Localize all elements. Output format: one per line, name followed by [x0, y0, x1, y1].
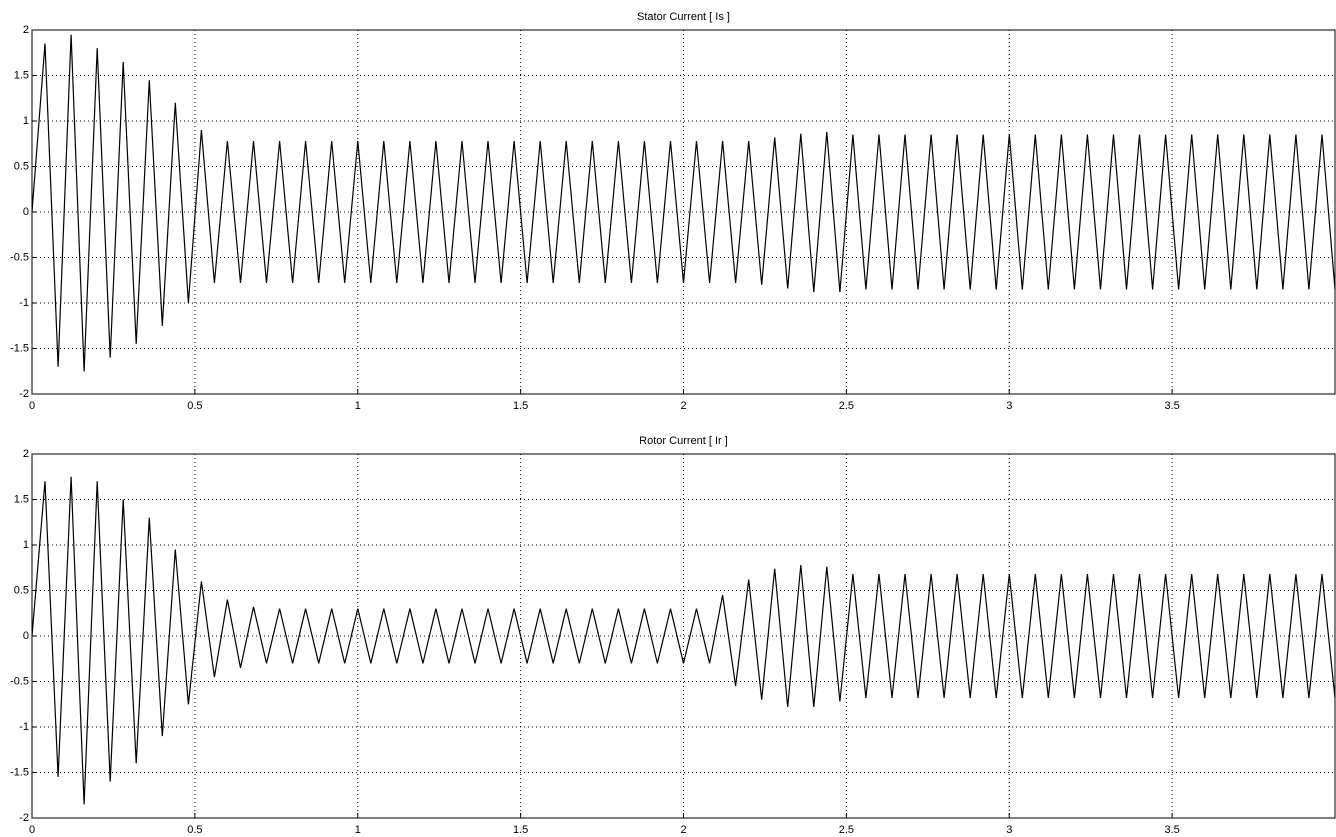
y-tick-label: -1: [19, 297, 29, 309]
x-tick-label: 1: [355, 824, 361, 836]
chart-title: Stator Current [ Is ]: [637, 11, 730, 23]
y-tick-label: -1: [19, 721, 29, 733]
axes-frame: [31, 29, 1336, 395]
x-tick-label: 1.5: [513, 824, 528, 836]
y-tick-label: -2: [19, 388, 29, 400]
x-tick-label: 1: [355, 400, 361, 412]
y-tick-label: 1.5: [14, 69, 29, 81]
y-tick-label: 0.5: [14, 160, 29, 172]
y-tick-label: -0.5: [10, 675, 29, 687]
signal-line: [31, 476, 1336, 805]
x-tick-label: 1.5: [513, 400, 528, 412]
plot-area: [32, 30, 1335, 394]
y-tick-label: 0: [23, 630, 29, 642]
x-tick-label: 3.5: [1164, 400, 1179, 412]
signal-line: [31, 34, 1336, 372]
x-tick-label: 2: [680, 400, 686, 412]
x-tick-label: 3: [1006, 824, 1012, 836]
y-tick-label: -1.5: [10, 342, 29, 354]
y-tick-label: -0.5: [10, 251, 29, 263]
x-tick-label: 2.5: [839, 824, 854, 836]
plot-area: [32, 454, 1335, 818]
x-tick-label: 0.5: [187, 400, 202, 412]
y-tick-label: 2: [23, 24, 29, 36]
y-tick-label: 1.5: [14, 493, 29, 505]
chart-title: Rotor Current [ Ir ]: [639, 435, 728, 447]
y-tick-label: -2: [19, 812, 29, 824]
x-tick-label: 0: [29, 824, 35, 836]
x-tick-label: 3: [1006, 400, 1012, 412]
y-tick-label: 2: [23, 448, 29, 460]
axes-frame: [31, 453, 1336, 819]
y-tick-label: 1: [23, 115, 29, 127]
x-tick-label: 2.5: [839, 400, 854, 412]
y-tick-label: 1: [23, 539, 29, 551]
y-tick-label: 0: [23, 206, 29, 218]
y-tick-label: 0.5: [14, 584, 29, 596]
x-tick-label: 2: [680, 824, 686, 836]
x-tick-label: 0: [29, 400, 35, 412]
x-tick-label: 3.5: [1164, 824, 1179, 836]
x-tick-label: 0.5: [187, 824, 202, 836]
y-tick-label: -1.5: [10, 766, 29, 778]
